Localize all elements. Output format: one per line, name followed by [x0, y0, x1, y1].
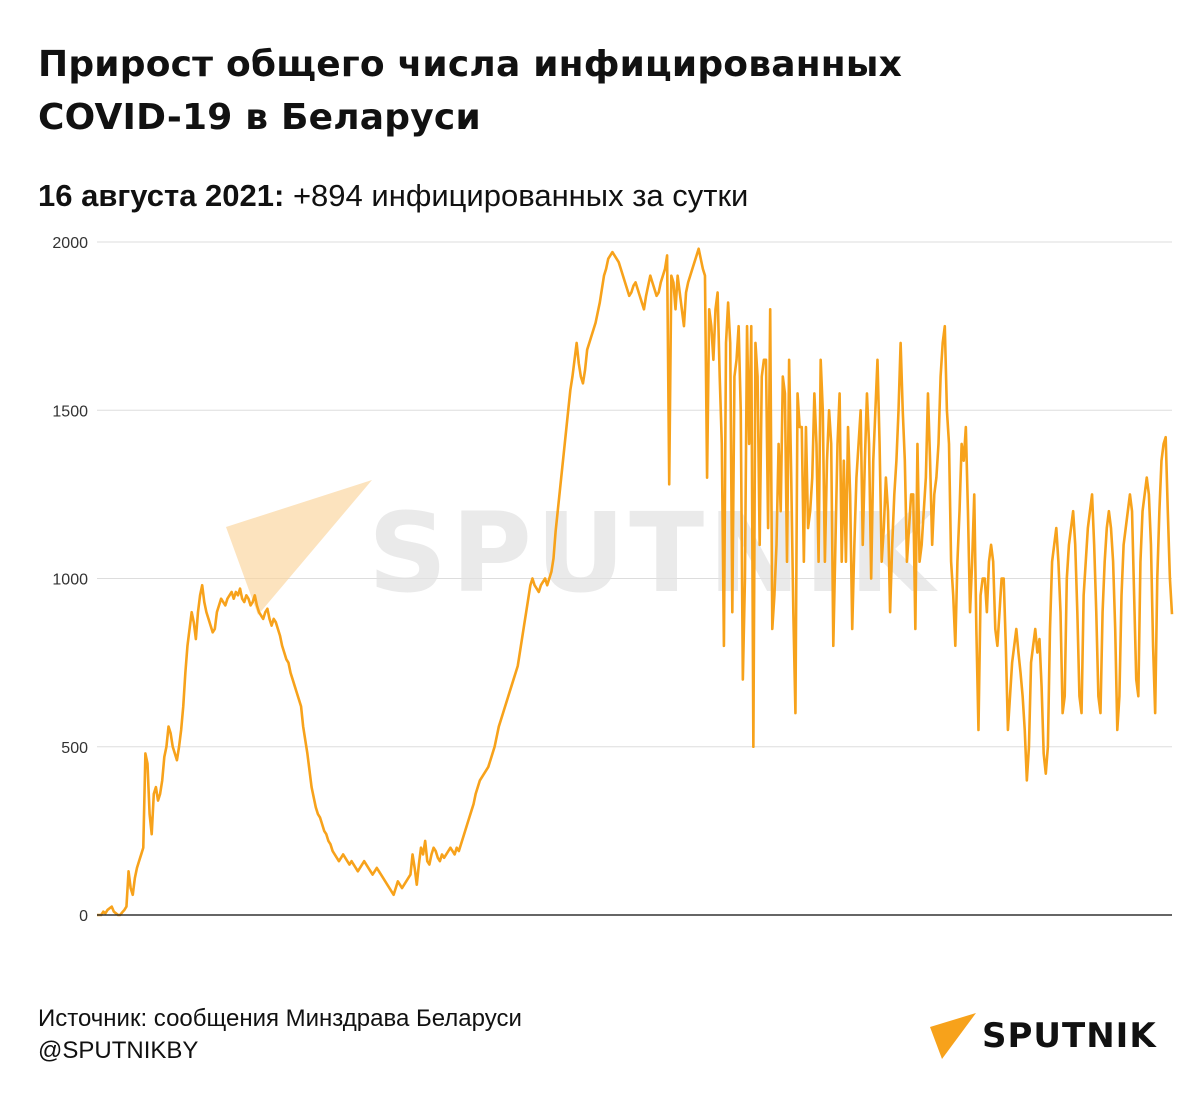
subtitle-text: +894 инфицированных за сутки [284, 178, 749, 213]
brand-name: SPUTNIK [982, 1016, 1157, 1056]
source-note: Источник: сообщения Минздрава Беларуси [38, 1005, 522, 1032]
y-tick-label: 1500 [52, 403, 88, 420]
watermark: SPUTNIK [226, 480, 934, 617]
series-line-0 [97, 247, 1174, 917]
chart-subtitle: 16 августа 2021: +894 инфицированных за … [38, 176, 748, 216]
social-handle: @SPUTNIKBY [38, 1037, 199, 1064]
title-line-2: COVID-19 в Беларуси [38, 97, 481, 138]
title-line-1: Прирост общего числа инфицированных [38, 44, 903, 85]
watermark-logo-icon [226, 480, 372, 615]
series-group [97, 247, 1174, 917]
y-tick-label: 0 [79, 908, 88, 925]
y-tick-label: 2000 [52, 235, 88, 252]
chart-title: Прирост общего числа инфицированных COVI… [38, 38, 1038, 144]
line-chart: 0 500 1000 1500 2000 SPUTNIK [52, 235, 1174, 925]
brand-logo: SPUTNIK [928, 1010, 1173, 1062]
y-axis-tick-labels: 0 500 1000 1500 2000 [52, 235, 88, 925]
y-tick-label: 1000 [52, 572, 88, 589]
footer: Источник: сообщения Минздрава Беларуси @… [38, 1003, 522, 1067]
y-tick-label: 500 [61, 740, 88, 757]
sputnik-logo-icon [930, 1013, 976, 1059]
subtitle-date: 16 августа 2021: [38, 178, 285, 213]
